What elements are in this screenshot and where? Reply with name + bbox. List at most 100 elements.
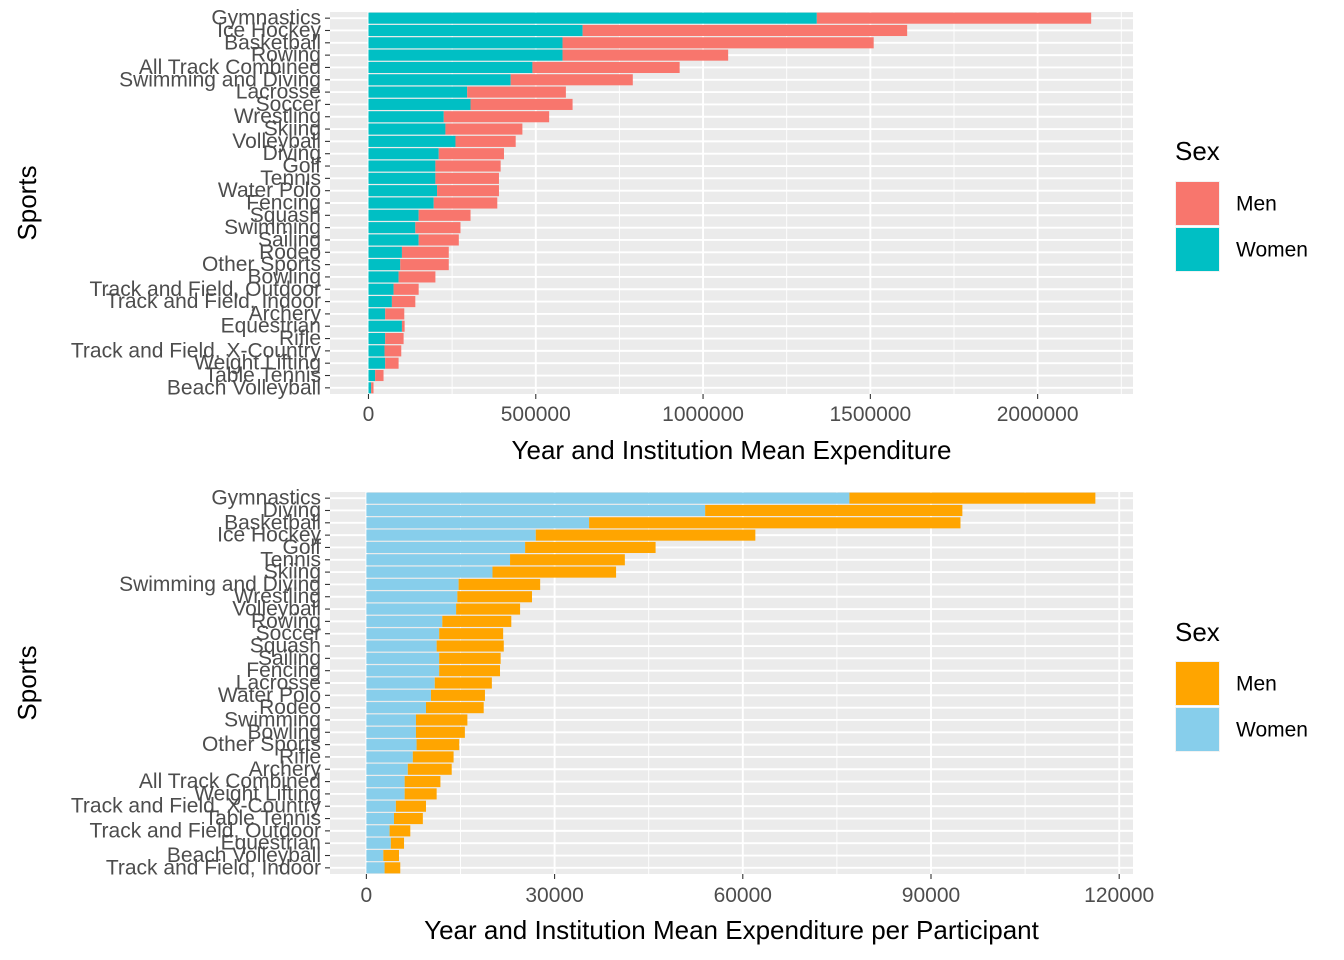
y-tick-label: Other Sports bbox=[202, 253, 321, 276]
y-tick-label: Swimming and Diving bbox=[119, 573, 321, 596]
bar-women bbox=[368, 308, 386, 320]
bar-men bbox=[393, 813, 423, 825]
bar-men bbox=[458, 578, 541, 590]
y-tick-label: Lacrosse bbox=[236, 81, 321, 104]
bar-women bbox=[366, 825, 390, 837]
bar-women bbox=[366, 813, 394, 825]
bar-men bbox=[383, 849, 400, 862]
bar-women bbox=[366, 862, 385, 874]
y-tick-label: Swimming and Diving bbox=[119, 68, 321, 91]
y-tick-label: Rodeo bbox=[259, 241, 321, 264]
bar-women bbox=[366, 591, 458, 603]
y-tick-label: Squash bbox=[250, 204, 321, 227]
bar-men bbox=[418, 234, 459, 246]
bar-men bbox=[457, 591, 533, 603]
bar-men bbox=[439, 628, 504, 640]
bar-women bbox=[368, 234, 419, 246]
bar-women bbox=[368, 382, 372, 394]
bar-men bbox=[415, 726, 465, 738]
y-tick-label: Rodeo bbox=[259, 696, 321, 719]
bar-men bbox=[401, 246, 449, 258]
y-tick-label: Equestrian bbox=[221, 832, 321, 855]
bar-men bbox=[404, 776, 441, 788]
bar-men bbox=[705, 504, 963, 517]
y-tick-label: Weight Lifting bbox=[194, 782, 321, 805]
bar-women bbox=[368, 369, 376, 382]
x-tick-label: 0 bbox=[363, 403, 375, 426]
bar-women bbox=[366, 578, 459, 590]
y-tick-label: Rifle bbox=[279, 745, 321, 768]
bar-women bbox=[366, 849, 384, 862]
bar-women bbox=[366, 702, 426, 714]
y-tick-label: Lacrosse bbox=[236, 672, 321, 695]
y-tick-label: Gymnastics bbox=[211, 7, 321, 30]
bar-women bbox=[366, 776, 405, 788]
bar-women bbox=[368, 148, 439, 160]
y-tick-label: Water Polo bbox=[218, 179, 321, 202]
bar-men bbox=[401, 320, 405, 332]
y-tick-label: Soccer bbox=[256, 622, 321, 645]
x-tick-label: 0 bbox=[361, 884, 373, 907]
y-tick-label: Basketball bbox=[224, 511, 321, 534]
bar-men bbox=[385, 333, 404, 345]
y-tick-label: Track and Field, X-Country bbox=[71, 795, 322, 818]
y-tick-label: Weight Lifting bbox=[194, 352, 321, 375]
x-tick-label: 90000 bbox=[902, 884, 960, 907]
bar-men bbox=[439, 665, 501, 677]
legend-swatch-men bbox=[1176, 182, 1219, 225]
y-tick-label: Squash bbox=[250, 635, 321, 658]
bar-men bbox=[562, 37, 874, 49]
y-tick-label: Rowing bbox=[251, 610, 321, 633]
bar-women bbox=[366, 739, 417, 751]
bar-women bbox=[368, 345, 385, 357]
x-tick-label: 120000 bbox=[1084, 884, 1154, 907]
y-tick-label: Tennis bbox=[260, 548, 321, 571]
bar-women bbox=[366, 640, 437, 652]
bar-men bbox=[385, 357, 399, 369]
bar-women bbox=[366, 726, 416, 738]
bar-women bbox=[368, 222, 416, 234]
bar-men bbox=[400, 259, 449, 271]
bar-men bbox=[425, 702, 484, 714]
bar-men bbox=[455, 135, 516, 147]
y-tick-label: Ice Hockey bbox=[217, 19, 321, 42]
bar-women bbox=[368, 185, 438, 197]
y-tick-label: Gymnastics bbox=[211, 487, 321, 510]
bar-men bbox=[412, 751, 454, 763]
bar-women bbox=[368, 12, 817, 24]
x-tick-label: 1000000 bbox=[662, 403, 744, 426]
bar-women bbox=[368, 172, 436, 184]
bar-men bbox=[849, 492, 1096, 504]
bar-women bbox=[368, 111, 444, 123]
bar-men bbox=[562, 49, 729, 61]
bar-women bbox=[366, 504, 706, 517]
y-tick-label: Table Tennis bbox=[205, 364, 321, 387]
y-tick-label: Fencing bbox=[246, 659, 321, 682]
bar-men bbox=[435, 172, 499, 184]
bar-women bbox=[368, 37, 563, 49]
y-tick-label: Wrestling bbox=[234, 585, 321, 608]
y-tick-label: Swimming bbox=[224, 216, 321, 239]
y-tick-label: Other Sports bbox=[202, 733, 321, 756]
bar-women bbox=[368, 357, 386, 369]
y-tick-label: Rifle bbox=[279, 327, 321, 350]
bar-women bbox=[368, 86, 468, 98]
bar-women bbox=[366, 615, 443, 627]
bar-men bbox=[391, 296, 416, 308]
bar-men bbox=[525, 541, 656, 553]
bar-men bbox=[445, 123, 523, 135]
x-tick-label: 500000 bbox=[501, 403, 571, 426]
y-tick-label: Bowling bbox=[247, 265, 321, 288]
y-tick-label: Wrestling bbox=[234, 105, 321, 128]
bar-men bbox=[816, 12, 1092, 24]
bar-women bbox=[366, 652, 440, 664]
bar-women bbox=[366, 541, 526, 553]
legend-label-women: Women bbox=[1236, 239, 1308, 262]
bar-men bbox=[385, 308, 405, 320]
bar-women bbox=[368, 320, 402, 332]
y-tick-label: Track and Field, Outdoor bbox=[90, 819, 322, 842]
y-tick-label: Skiing bbox=[264, 561, 321, 584]
